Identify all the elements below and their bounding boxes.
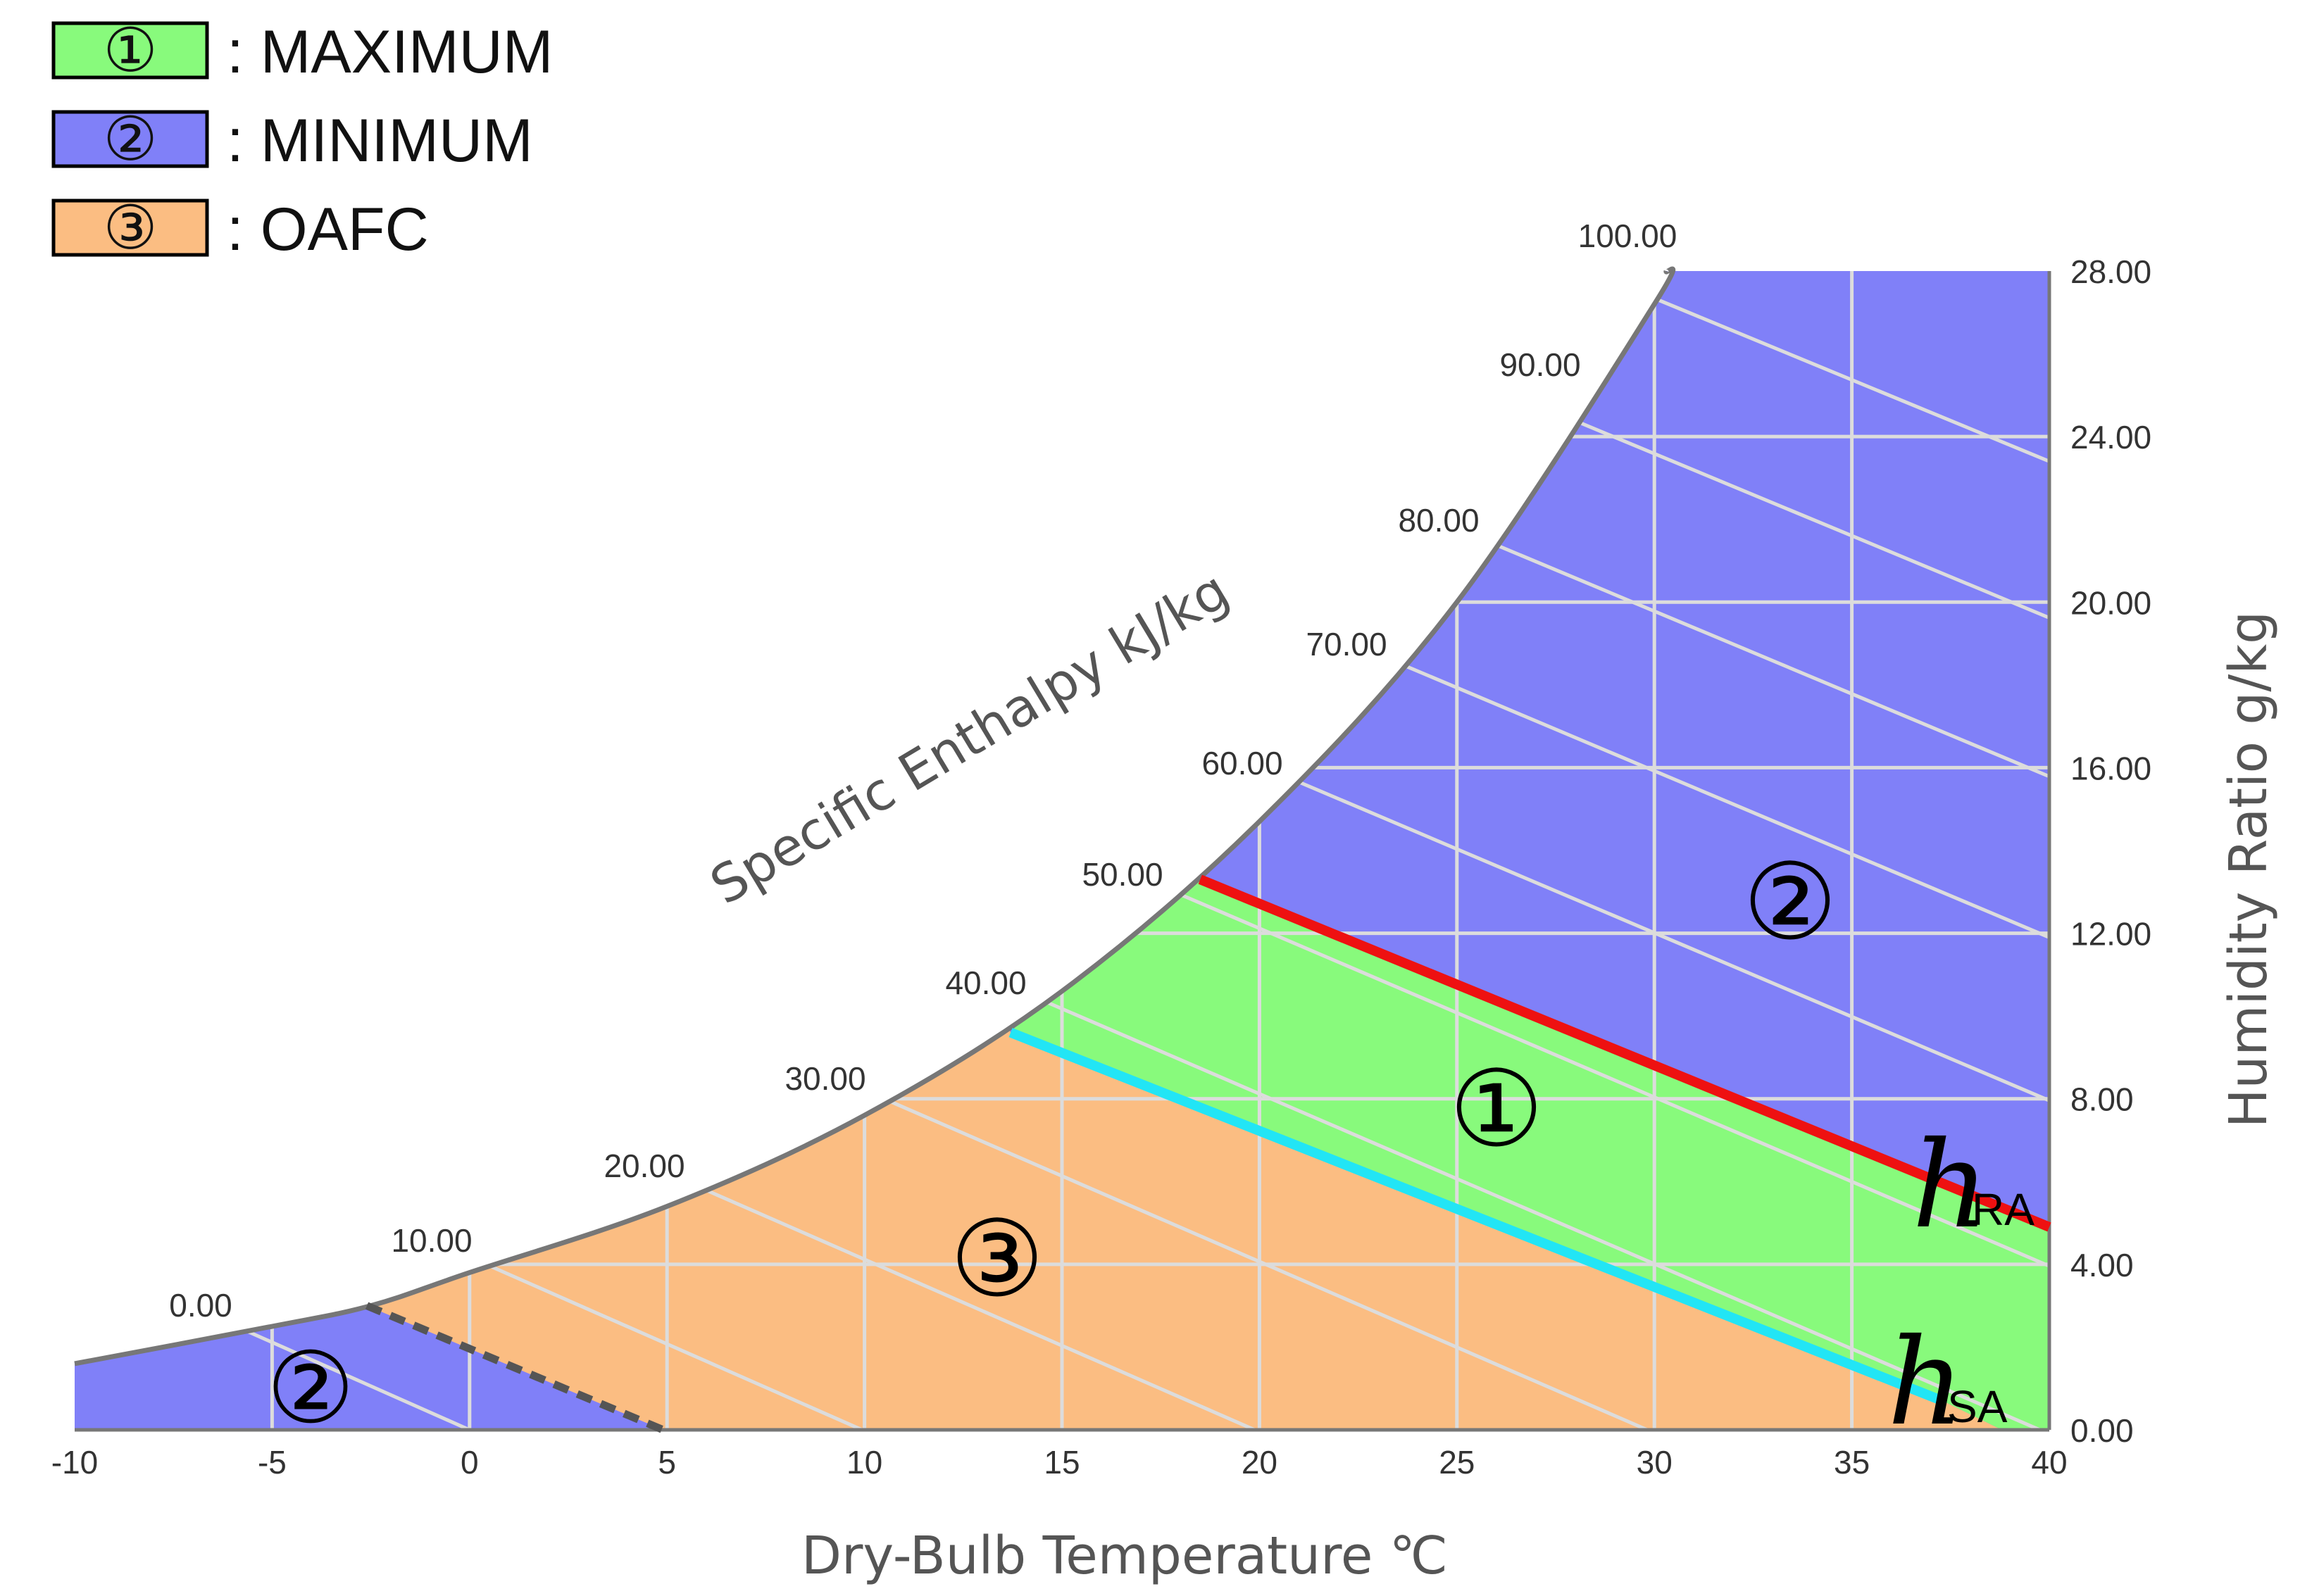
x-tick-label: 20: [1242, 1444, 1277, 1481]
legend-swatch-maximum: [51, 21, 209, 80]
grid-line: [1214, 269, 2049, 1431]
legend-label-maximum: : MAXIMUM: [227, 18, 553, 86]
annotation-h-ra-symbol: h: [1912, 1116, 1989, 1255]
enthalpy-tick-label: 90.00: [1499, 346, 1580, 383]
legend: ① : MAXIMUM ② : MINIMUM ③ : OAFC: [51, 17, 553, 263]
y-tick-label: 0.00: [2070, 1412, 2134, 1449]
region-maximum: [1011, 829, 2049, 1430]
region-label-minimum-top: ②: [1743, 841, 1837, 964]
x-tick-labels: -10 -5 0 5 10 15 20 25 30 35 40: [51, 1444, 2068, 1481]
x-tick-label: -5: [258, 1444, 287, 1481]
annotation-h-sa-sub: SA: [1947, 1381, 2008, 1432]
y-tick-label: 28.00: [2070, 253, 2151, 290]
line-h-ra: [1198, 874, 2051, 1232]
enthalpy-tick-label: 40.00: [945, 964, 1026, 1001]
legend-item-maximum: ① : MAXIMUM: [51, 17, 553, 86]
x-axis-title: Dry-Bulb Temperature ℃: [801, 1526, 1448, 1586]
y-tick-label: 4.00: [2070, 1247, 2134, 1283]
y-tick-label: 12.00: [2070, 916, 2151, 953]
y-tick-label: 16.00: [2070, 750, 2151, 786]
enthalpy-tick-label: 80.00: [1398, 502, 1479, 539]
enthalpy-tick-labels: 0.00 10.00 20.00 30.00 40.00 50.00 60.00 70.00 8…: [169, 218, 1677, 1324]
annotation-h-ra-sub: RA: [1972, 1184, 2035, 1235]
x-tick-label: 0: [461, 1444, 479, 1481]
enthalpy-tick-label: 0.00: [169, 1287, 232, 1324]
x-tick-label: 40: [2031, 1444, 2067, 1481]
enthalpy-tick-label: 50.00: [1082, 856, 1163, 893]
line-boundary-dashed: [365, 1302, 665, 1434]
legend-item-oafc: ③ : OAFC: [51, 194, 429, 263]
legend-symbol-oafc: ③: [103, 194, 157, 262]
enthalpy-tick-label: 20.00: [604, 1148, 685, 1184]
annotation-h-sa: h SA: [1887, 1313, 2008, 1452]
region-oafc: [287, 983, 2002, 1430]
x-tick-label: 10: [846, 1444, 882, 1481]
y-tick-label: 8.00: [2070, 1081, 2134, 1118]
enthalpy-tick-label: 100.00: [1578, 218, 1677, 254]
y-tick-label: 24.00: [2070, 419, 2151, 455]
legend-symbol-maximum: ①: [103, 17, 157, 84]
region-label-oafc: ③: [950, 1198, 1044, 1321]
annotation-h-sa-symbol: h: [1887, 1313, 1965, 1452]
legend-item-minimum: ② : MINIMUM: [51, 106, 533, 175]
legend-label-minimum: : MINIMUM: [227, 107, 533, 175]
region-label-minimum-bottom: ②: [266, 1331, 355, 1446]
enthalpy-tick-label: 10.00: [391, 1222, 472, 1259]
y-tick-label: 20.00: [2070, 584, 2151, 621]
legend-label-oafc: : OAFC: [227, 196, 429, 263]
enthalpy-tick-label: 70.00: [1306, 626, 1387, 662]
legend-symbol-minimum: ②: [103, 106, 157, 173]
x-tick-label: 15: [1044, 1444, 1080, 1481]
x-tick-label: 30: [1637, 1444, 1673, 1481]
y-axis-title: Humidity Ratio g/kg: [2218, 611, 2279, 1128]
grid-line: [75, 269, 1256, 1431]
x-tick-label: 5: [658, 1444, 676, 1481]
annotation-h-ra: h RA: [1912, 1116, 2035, 1255]
line-h-sa: [1008, 1028, 1945, 1406]
y-tick-labels: 0.00 4.00 8.00 12.00 16.00 20.00 24.00 28.00: [2070, 253, 2151, 1449]
x-tick-label: -10: [51, 1444, 98, 1481]
x-tick-label: 25: [1439, 1444, 1475, 1481]
enthalpy-tick-label: 30.00: [785, 1060, 865, 1097]
region-label-maximum: ①: [1449, 1048, 1544, 1171]
x-tick-label: 35: [1834, 1444, 1870, 1481]
enthalpy-tick-label: 60.00: [1201, 745, 1282, 781]
legend-swatch-oafc: [51, 199, 209, 257]
legend-swatch-minimum: [51, 110, 209, 168]
